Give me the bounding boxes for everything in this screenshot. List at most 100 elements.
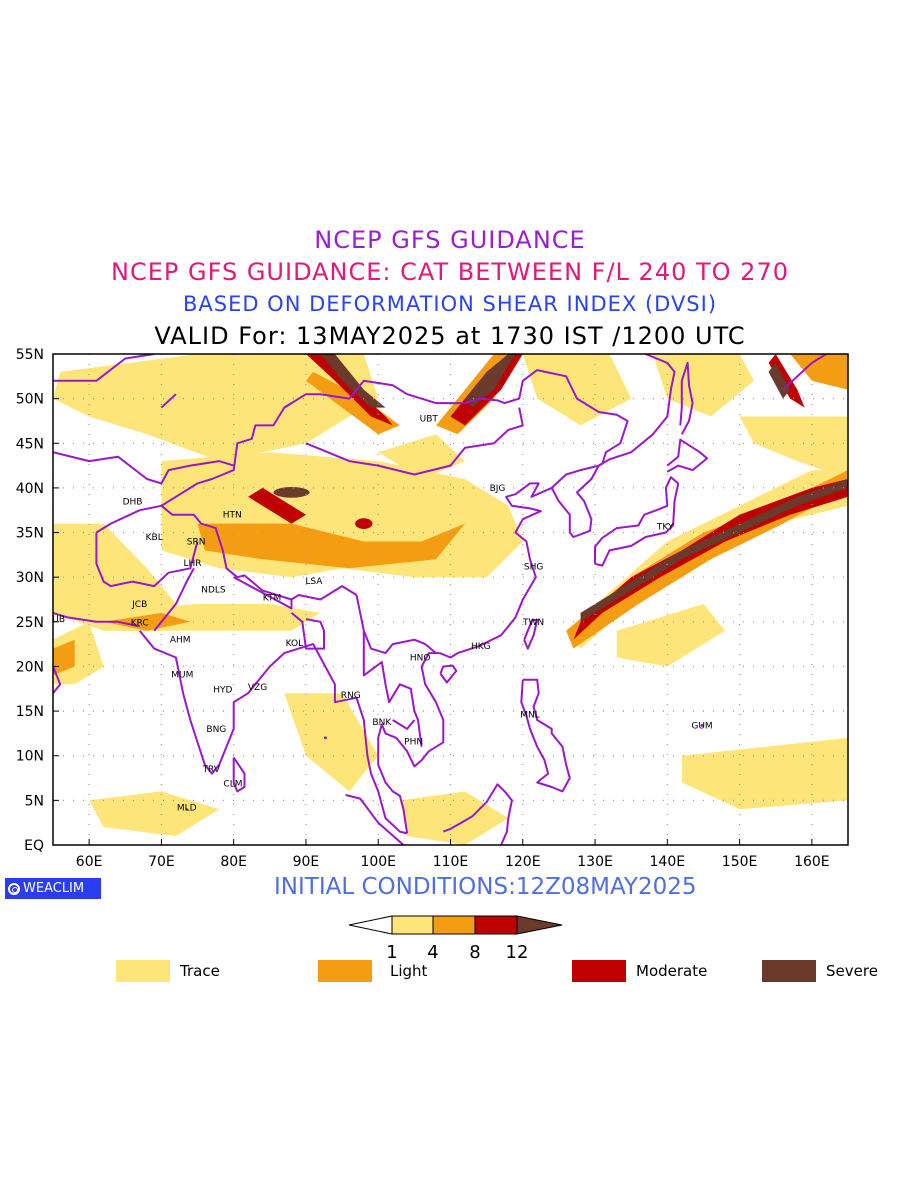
station-label: HKG bbox=[471, 642, 491, 652]
cat-moderate-area bbox=[248, 487, 306, 524]
china-mongolia-border bbox=[305, 407, 524, 476]
station-label: LSA bbox=[305, 577, 323, 587]
lon-tick-label: 140E bbox=[650, 854, 686, 870]
cat-trace-area bbox=[616, 604, 726, 667]
legend-label-moderate: Moderate bbox=[636, 962, 708, 980]
colorbar-tick: 4 bbox=[427, 942, 438, 963]
title-valid-time: VALID For: 13MAY2025 at 1730 IST /1200 U… bbox=[154, 322, 746, 350]
japan-hokkaido-coastline bbox=[666, 438, 709, 473]
legend-label-light: Light bbox=[390, 962, 428, 980]
station-label: CLM bbox=[223, 779, 242, 789]
cat-trace-area bbox=[399, 791, 509, 845]
cat-light-area bbox=[790, 354, 848, 390]
station-label: TKY bbox=[656, 522, 674, 532]
cat-severe-area bbox=[580, 479, 848, 622]
colorbar-moderate bbox=[474, 915, 518, 935]
cat-trace-area bbox=[53, 354, 379, 462]
station-label: TRV bbox=[202, 765, 221, 775]
india-pakistan-border bbox=[153, 567, 195, 632]
colorbar-underflow bbox=[348, 915, 393, 935]
title-line-2: NCEP GFS GUIDANCE: CAT BETWEEN F/L 240 T… bbox=[111, 258, 789, 286]
cat-trace-area bbox=[739, 416, 848, 479]
taiwan-coastline bbox=[523, 619, 539, 650]
station-label: MNL bbox=[520, 711, 540, 721]
nepal-border bbox=[233, 576, 293, 610]
station-label: NDLS bbox=[201, 586, 226, 596]
severity-legend: Trace Light Moderate Severe bbox=[0, 960, 900, 984]
lon-axis: 60E 70E 80E 90E 100E 110E 120E 130E 140E 150E 160E bbox=[76, 839, 830, 870]
lat-tick-label: 40N bbox=[16, 481, 44, 497]
korea-china-border bbox=[551, 464, 599, 489]
lat-tick-label: 25N bbox=[16, 615, 44, 631]
station-label: MUM bbox=[171, 670, 193, 680]
caspian-coastline bbox=[53, 479, 54, 511]
legend-swatch-severe bbox=[762, 960, 816, 982]
cat-moderate-area bbox=[355, 518, 373, 529]
legend-label-trace: Trace bbox=[180, 962, 220, 980]
lon-tick-label: 100E bbox=[360, 854, 396, 870]
station-label: KTM bbox=[263, 594, 281, 604]
title-line-3: BASED ON DEFORMATION SHEAR INDEX (DVSI) bbox=[182, 292, 718, 316]
station-label: BNG bbox=[206, 725, 226, 735]
lon-tick-label: 70E bbox=[148, 854, 175, 870]
border-junction bbox=[283, 402, 293, 409]
station-label: VZG bbox=[248, 683, 267, 693]
cat-trace-area bbox=[89, 791, 220, 837]
station-label: JCB bbox=[131, 600, 147, 610]
station-label: DUB bbox=[45, 615, 65, 625]
andaman-island bbox=[323, 736, 327, 740]
lon-tick-label: 150E bbox=[722, 854, 758, 870]
colorbar-tick: 12 bbox=[506, 942, 529, 963]
station-label: HYD bbox=[213, 686, 232, 696]
philippines-coastline bbox=[520, 678, 571, 793]
station-labels: UBT BJG DHB HTN KBL SRN LHR JCB NDLS KTM LSA SHG DUB… bbox=[45, 414, 713, 813]
map-plot-area: UBT BJG DHB HTN KBL SRN LHR JCB NDLS KTM LSA SHG DUB… bbox=[45, 354, 848, 845]
colorbar-tick: 8 bbox=[469, 942, 480, 963]
cat-severe-area bbox=[465, 354, 516, 408]
lon-tick-label: 90E bbox=[293, 854, 320, 870]
initial-conditions: INITIAL CONDITIONS:12Z08MAY2025 bbox=[274, 874, 697, 900]
lat-tick-label: 30N bbox=[16, 570, 44, 586]
cat-fields bbox=[53, 354, 848, 845]
station-label: SHG bbox=[524, 562, 543, 572]
lon-tick-label: 80E bbox=[220, 854, 247, 870]
lon-tick-label: 60E bbox=[76, 854, 103, 870]
coastlines bbox=[53, 354, 827, 845]
cat-light-area bbox=[197, 523, 465, 569]
station-label: PHN bbox=[404, 737, 423, 747]
legend-swatch-moderate bbox=[572, 960, 626, 982]
station-label: UBT bbox=[420, 414, 439, 424]
station-label: HTN bbox=[223, 511, 242, 521]
lat-axis: 55N 50N 45N 40N 35N 30N 25N 20N 15N 10N 5N EQ bbox=[16, 347, 59, 854]
lat-tick-label: 55N bbox=[16, 347, 44, 363]
indochina-border bbox=[362, 630, 423, 747]
internal-border bbox=[160, 393, 177, 409]
station-label: KOL bbox=[286, 639, 304, 649]
station-label: DHB bbox=[123, 497, 143, 507]
india-coastline bbox=[138, 630, 299, 775]
lon-tick-label: 130E bbox=[577, 854, 613, 870]
colorbar-light bbox=[432, 915, 476, 935]
station-label: TWN bbox=[522, 618, 544, 628]
arabia-coastline bbox=[53, 666, 62, 694]
cat-light-area bbox=[103, 612, 191, 631]
title-line-1: NCEP GFS GUIDANCE bbox=[314, 226, 586, 254]
cambodia-border bbox=[392, 719, 416, 730]
japan-honshu-coastline bbox=[594, 476, 680, 567]
kamchatka-coastline bbox=[782, 354, 827, 391]
lon-tick-label: 120E bbox=[505, 854, 541, 870]
lat-tick-label: 20N bbox=[16, 659, 44, 675]
iran-pakistan-coastline bbox=[53, 611, 140, 628]
lat-tick-label: 5N bbox=[25, 793, 44, 809]
legend-label-severe: Severe bbox=[826, 962, 878, 980]
china-russia-mongolia-border bbox=[160, 369, 629, 507]
guam-island bbox=[700, 723, 704, 727]
bangladesh-border bbox=[290, 612, 325, 650]
lat-tick-label: 15N bbox=[16, 704, 44, 720]
kazakhstan-russia-border bbox=[53, 354, 155, 382]
station-label: LHR bbox=[183, 559, 201, 569]
weaclim-logo-text: WEACLIM bbox=[23, 881, 85, 896]
russia-pacific-coastline bbox=[598, 354, 676, 467]
sakhalin-coastline bbox=[679, 361, 694, 435]
